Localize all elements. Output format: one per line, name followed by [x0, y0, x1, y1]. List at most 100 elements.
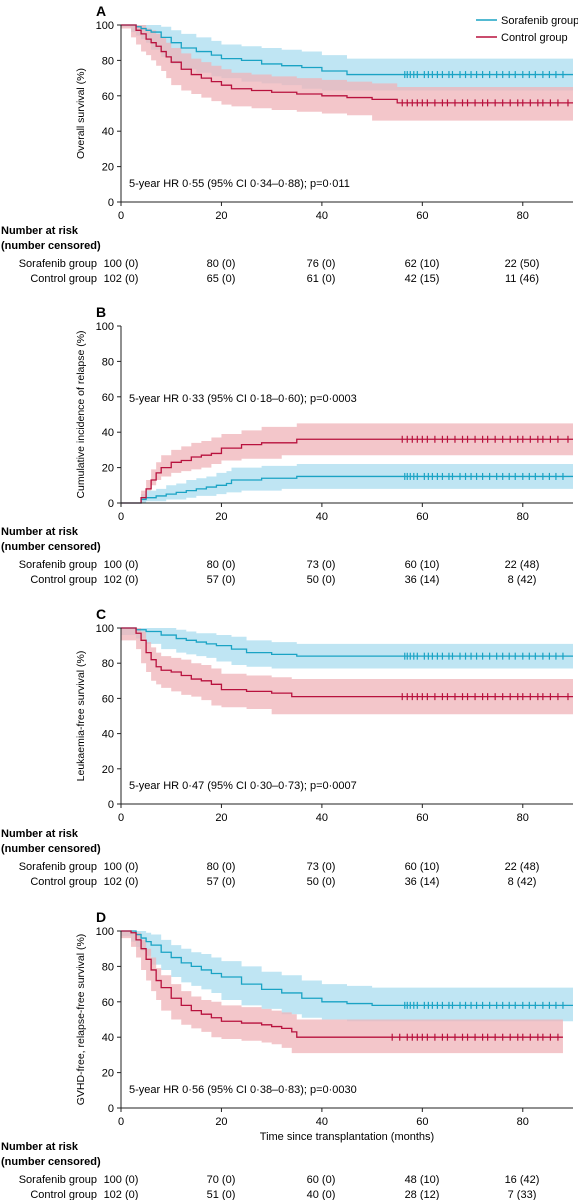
x-tick-label: 60 [416, 1116, 428, 1128]
y-tick-label: 100 [96, 623, 114, 635]
risk-cell-control: 40 (0) [307, 1189, 336, 1200]
risk-cell-sorafenib: 62 (10) [405, 258, 440, 270]
risk-cell-sorafenib: 100 (0) [104, 861, 139, 873]
sorafenib-survival-line [121, 930, 573, 1006]
x-tick-label: 0 [118, 210, 124, 222]
risk-cell-control: 51 (0) [207, 1189, 236, 1200]
risk-cell-sorafenib: 60 (10) [405, 861, 440, 873]
risk-cell-sorafenib: 22 (48) [505, 559, 540, 571]
risk-table-subtitle: (number censored) [1, 541, 101, 553]
y-tick-label: 20 [102, 463, 114, 475]
x-tick-label: 60 [416, 210, 428, 222]
control-survival-line [121, 438, 573, 504]
risk-cell-control: 8 (42) [508, 876, 537, 888]
x-tick-label: 40 [316, 511, 328, 523]
risk-row-label-control: Control group [30, 273, 97, 285]
risk-cell-control: 11 (46) [505, 273, 539, 285]
y-tick-label: 60 [102, 91, 114, 103]
y-tick-label: 0 [108, 197, 114, 209]
risk-cell-sorafenib: 60 (0) [307, 1174, 336, 1186]
y-tick-label: 100 [96, 926, 114, 938]
risk-cell-sorafenib: 22 (50) [505, 258, 540, 270]
x-tick-label: 20 [215, 1116, 227, 1128]
hazard-ratio-annotation: 5-year HR 0·56 (95% CI 0·38–0·83); p=0·0… [129, 1084, 357, 1096]
risk-cell-control: 57 (0) [207, 876, 236, 888]
x-tick-label: 40 [316, 1116, 328, 1128]
sorafenib-survival-line [121, 627, 573, 657]
risk-cell-sorafenib: 22 (48) [505, 861, 540, 873]
sorafenib-ci-band [121, 931, 573, 1022]
x-tick-label: 80 [517, 1116, 529, 1128]
hazard-ratio-annotation: 5-year HR 0·55 (95% CI 0·34–0·88); p=0·0… [129, 178, 350, 190]
y-tick-label: 0 [108, 799, 114, 811]
x-tick-label: 60 [416, 511, 428, 523]
panel-D: D 0 20 40 60 80 100 0 20 40 60 80 GVHD-free, relapse… [1, 909, 573, 1200]
legend-sorafenib-label: Sorafenib group [501, 15, 578, 27]
risk-table: Number at risk (number censored) Sorafenib… [1, 225, 539, 285]
risk-cell-control: 8 (42) [508, 574, 537, 586]
risk-cell-control: 102 (0) [104, 273, 139, 285]
y-tick-label: 100 [96, 321, 114, 333]
y-tick-label: 20 [102, 764, 114, 776]
risk-table-title: Number at risk [1, 828, 79, 840]
y-tick-label: 40 [102, 1032, 114, 1044]
x-tick-label: 40 [316, 210, 328, 222]
risk-row-label-sorafenib: Sorafenib group [19, 559, 97, 571]
risk-cell-control: 50 (0) [307, 876, 336, 888]
hazard-ratio-annotation: 5-year HR 0·47 (95% CI 0·30–0·73); p=0·0… [129, 780, 357, 792]
x-tick-label: 80 [517, 210, 529, 222]
risk-cell-control: 36 (14) [405, 574, 440, 586]
x-tick-label: 0 [118, 812, 124, 824]
risk-cell-control: 65 (0) [207, 273, 236, 285]
risk-cell-sorafenib: 73 (0) [307, 559, 336, 571]
risk-table-subtitle: (number censored) [1, 843, 101, 855]
legend: Sorafenib group Control group [476, 15, 578, 44]
risk-cell-sorafenib: 80 (0) [207, 258, 236, 270]
sorafenib-survival-line [121, 475, 573, 504]
risk-table-subtitle: (number censored) [1, 240, 101, 252]
y-axis-label: Cumulative incidence of relapse (%) [75, 330, 87, 498]
risk-cell-control: 36 (14) [405, 876, 440, 888]
y-tick-label: 80 [102, 961, 114, 973]
panel-label: B [96, 304, 106, 320]
control-survival-line [121, 24, 573, 104]
risk-table-title: Number at risk [1, 526, 79, 538]
y-tick-label: 0 [108, 498, 114, 510]
control-ci-band [121, 25, 573, 121]
panel-label: A [96, 3, 106, 19]
risk-cell-control: 102 (0) [104, 574, 139, 586]
risk-cell-control: 102 (0) [104, 876, 139, 888]
y-tick-label: 0 [108, 1103, 114, 1115]
panel-C: C 0 20 40 60 80 100 0 20 40 60 80 Leukaemia-free sur… [1, 606, 573, 888]
x-tick-label: 0 [118, 1116, 124, 1128]
x-axis-label: Time since transplantation (months) [260, 1131, 434, 1143]
y-tick-label: 60 [102, 693, 114, 705]
control-survival-line [121, 930, 563, 1038]
risk-cell-sorafenib: 100 (0) [104, 559, 139, 571]
x-tick-label: 20 [215, 210, 227, 222]
risk-table: Number at risk (number censored) Sorafenib… [1, 1141, 539, 1200]
y-axis-label: Leukaemia-free survival (%) [75, 651, 87, 782]
panel-label: D [96, 909, 106, 925]
y-tick-label: 80 [102, 55, 114, 67]
risk-cell-sorafenib: 100 (0) [104, 1174, 139, 1186]
y-axis-label: Overall survival (%) [75, 68, 87, 159]
risk-table-title: Number at risk [1, 225, 79, 237]
control-survival-line [121, 627, 573, 698]
x-tick-label: 60 [416, 812, 428, 824]
y-tick-label: 100 [96, 20, 114, 32]
risk-cell-sorafenib: 80 (0) [207, 559, 236, 571]
y-axis-label: GVHD-free, relapse-free survival (%) [75, 934, 87, 1106]
risk-table-title: Number at risk [1, 1141, 79, 1153]
risk-row-label-sorafenib: Sorafenib group [19, 861, 97, 873]
sorafenib-survival-line [121, 24, 573, 76]
y-tick-label: 20 [102, 162, 114, 174]
x-tick-label: 20 [215, 511, 227, 523]
control-ci-band [121, 628, 573, 715]
x-tick-label: 20 [215, 812, 227, 824]
x-tick-label: 80 [517, 812, 529, 824]
y-tick-label: 40 [102, 126, 114, 138]
risk-row-label-sorafenib: Sorafenib group [19, 1174, 97, 1186]
risk-cell-sorafenib: 80 (0) [207, 861, 236, 873]
